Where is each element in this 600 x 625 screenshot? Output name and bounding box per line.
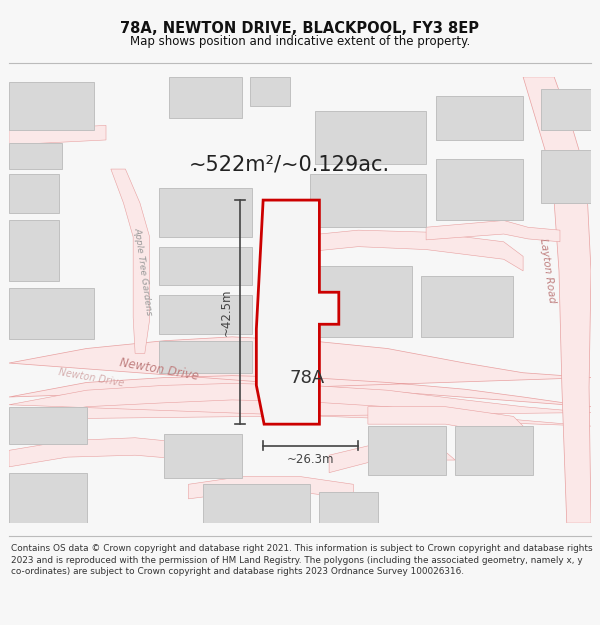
Polygon shape — [368, 407, 533, 436]
Text: Newton Drive: Newton Drive — [58, 367, 125, 388]
Polygon shape — [9, 472, 86, 523]
Polygon shape — [250, 77, 290, 106]
Text: Map shows position and indicative extent of the property.: Map shows position and indicative extent… — [130, 36, 470, 48]
Polygon shape — [160, 341, 251, 372]
Polygon shape — [9, 337, 591, 407]
Polygon shape — [455, 426, 533, 474]
Polygon shape — [541, 149, 591, 203]
Polygon shape — [164, 434, 242, 478]
Text: ~522m²/~0.129ac.: ~522m²/~0.129ac. — [188, 154, 389, 174]
Text: ~42.5m: ~42.5m — [220, 288, 233, 336]
Polygon shape — [436, 159, 523, 221]
Text: Layton Road: Layton Road — [538, 238, 557, 304]
Polygon shape — [169, 77, 242, 118]
Polygon shape — [314, 111, 426, 164]
Polygon shape — [426, 221, 560, 242]
Polygon shape — [310, 174, 426, 228]
Polygon shape — [9, 288, 94, 339]
Polygon shape — [160, 295, 251, 334]
Polygon shape — [421, 276, 514, 337]
Polygon shape — [9, 438, 193, 467]
Polygon shape — [9, 126, 106, 145]
Polygon shape — [256, 200, 339, 424]
Polygon shape — [310, 266, 412, 337]
Text: 78A, NEWTON DRIVE, BLACKPOOL, FY3 8EP: 78A, NEWTON DRIVE, BLACKPOOL, FY3 8EP — [121, 21, 479, 36]
Polygon shape — [523, 77, 591, 523]
Polygon shape — [329, 444, 455, 472]
Polygon shape — [188, 476, 353, 499]
Polygon shape — [160, 247, 251, 286]
Text: Apple Tree Gardens: Apple Tree Gardens — [132, 226, 154, 316]
Polygon shape — [111, 169, 149, 353]
Polygon shape — [9, 143, 62, 169]
Text: ~26.3m: ~26.3m — [287, 452, 334, 466]
Text: 78A: 78A — [289, 369, 325, 387]
Polygon shape — [9, 221, 59, 281]
Polygon shape — [9, 174, 59, 213]
Polygon shape — [203, 484, 310, 523]
Polygon shape — [319, 492, 377, 523]
Polygon shape — [541, 89, 591, 130]
Polygon shape — [290, 230, 523, 271]
Text: Newton Drive: Newton Drive — [119, 356, 200, 383]
Polygon shape — [9, 383, 591, 426]
Polygon shape — [436, 96, 523, 140]
Text: Contains OS data © Crown copyright and database right 2021. This information is : Contains OS data © Crown copyright and d… — [11, 544, 592, 576]
Polygon shape — [160, 189, 251, 237]
Polygon shape — [9, 82, 94, 130]
Polygon shape — [9, 407, 86, 444]
Polygon shape — [368, 426, 446, 474]
